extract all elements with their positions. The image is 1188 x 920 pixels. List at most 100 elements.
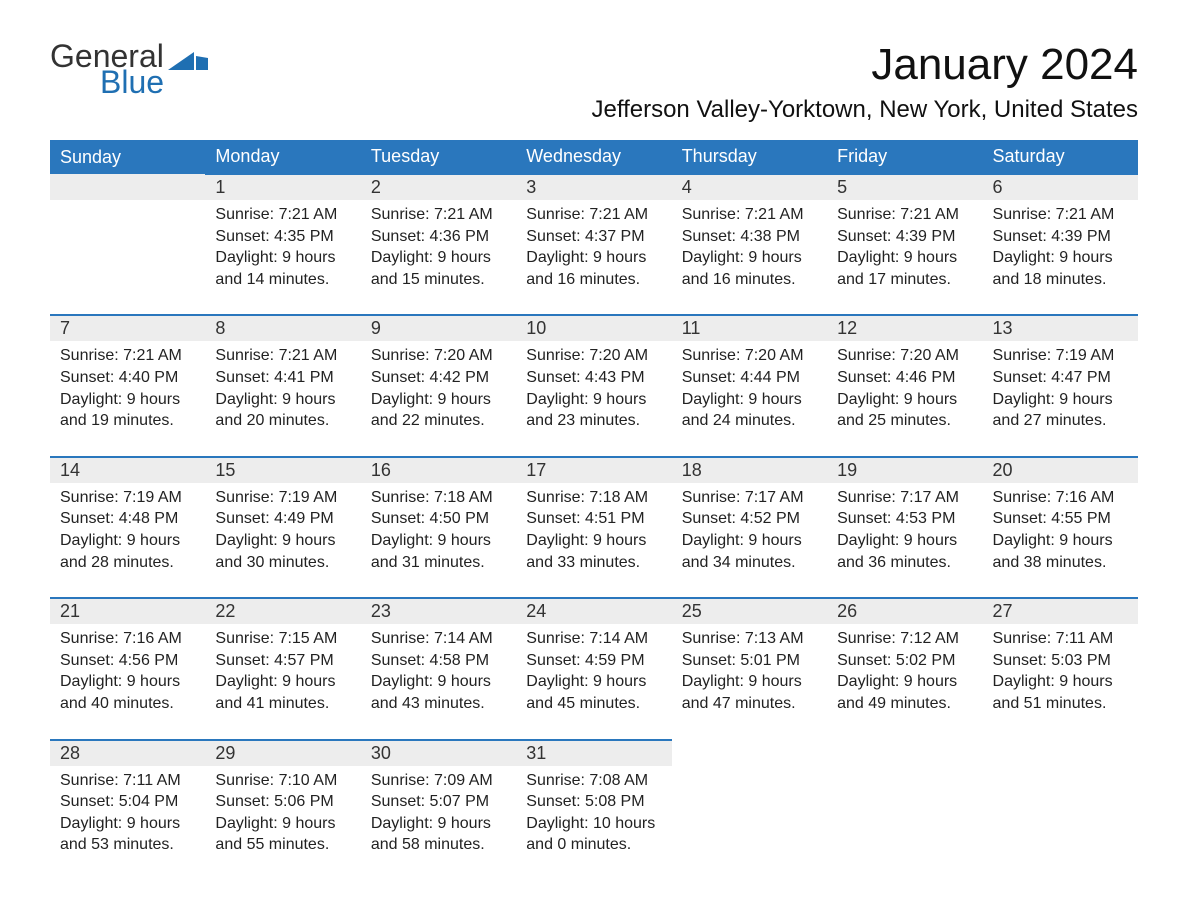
- sunset-text: Sunset: 5:06 PM: [215, 791, 350, 813]
- day-cell: 16Sunrise: 7:18 AMSunset: 4:50 PMDayligh…: [361, 457, 516, 598]
- sunset-text: Sunset: 4:35 PM: [215, 226, 350, 248]
- dl2-text: and 51 minutes.: [993, 693, 1128, 715]
- sunset-text: Sunset: 4:38 PM: [682, 226, 817, 248]
- sunset-text: Sunset: 5:01 PM: [682, 650, 817, 672]
- dl2-text: and 30 minutes.: [215, 552, 350, 574]
- day-cell: 7Sunrise: 7:21 AMSunset: 4:40 PMDaylight…: [50, 315, 205, 456]
- day-number: 27: [983, 599, 1138, 624]
- dl2-text: and 49 minutes.: [837, 693, 972, 715]
- dl1-text: Daylight: 9 hours: [837, 671, 972, 693]
- sunrise-text: Sunrise: 7:21 AM: [215, 204, 350, 226]
- sunset-text: Sunset: 4:37 PM: [526, 226, 661, 248]
- logo: General Blue: [50, 40, 208, 98]
- sunset-text: Sunset: 4:43 PM: [526, 367, 661, 389]
- dl1-text: Daylight: 9 hours: [60, 530, 195, 552]
- dl1-text: Daylight: 9 hours: [682, 389, 817, 411]
- sunrise-text: Sunrise: 7:20 AM: [526, 345, 661, 367]
- location-subtitle: Jefferson Valley-Yorktown, New York, Uni…: [591, 96, 1138, 124]
- day-number: 21: [50, 599, 205, 624]
- sunset-text: Sunset: 4:48 PM: [60, 508, 195, 530]
- sunrise-text: Sunrise: 7:20 AM: [837, 345, 972, 367]
- sunrise-text: Sunrise: 7:21 AM: [526, 204, 661, 226]
- sunset-text: Sunset: 4:36 PM: [371, 226, 506, 248]
- dl2-text: and 41 minutes.: [215, 693, 350, 715]
- dl1-text: Daylight: 9 hours: [371, 530, 506, 552]
- sunrise-text: Sunrise: 7:21 AM: [215, 345, 350, 367]
- day-number: 8: [205, 316, 360, 341]
- sunrise-text: Sunrise: 7:16 AM: [993, 487, 1128, 509]
- dl2-text: and 20 minutes.: [215, 410, 350, 432]
- dl1-text: Daylight: 9 hours: [215, 247, 350, 269]
- day-cell: 25Sunrise: 7:13 AMSunset: 5:01 PMDayligh…: [672, 598, 827, 739]
- dl1-text: Daylight: 9 hours: [837, 530, 972, 552]
- sunrise-text: Sunrise: 7:21 AM: [837, 204, 972, 226]
- col-wednesday: Wednesday: [516, 140, 671, 174]
- sunset-text: Sunset: 4:59 PM: [526, 650, 661, 672]
- day-number: 28: [50, 741, 205, 766]
- dl1-text: Daylight: 9 hours: [526, 247, 661, 269]
- day-number: 22: [205, 599, 360, 624]
- dl1-text: Daylight: 9 hours: [371, 247, 506, 269]
- header: General Blue January 2024 Jefferson Vall…: [50, 40, 1138, 134]
- day-cell: 26Sunrise: 7:12 AMSunset: 5:02 PMDayligh…: [827, 598, 982, 739]
- day-cell: 8 Sunrise: 7:21 AMSunset: 4:41 PMDaylight…: [205, 315, 360, 456]
- sunset-text: Sunset: 4:58 PM: [371, 650, 506, 672]
- dl2-text: and 16 minutes.: [526, 269, 661, 291]
- sunset-text: Sunset: 4:46 PM: [837, 367, 972, 389]
- dl1-text: Daylight: 9 hours: [682, 671, 817, 693]
- dl2-text: and 38 minutes.: [993, 552, 1128, 574]
- sunrise-text: Sunrise: 7:19 AM: [215, 487, 350, 509]
- dl2-text: and 28 minutes.: [60, 552, 195, 574]
- dl1-text: Daylight: 10 hours: [526, 813, 661, 835]
- day-number: 1: [205, 175, 360, 200]
- day-cell: 2Sunrise: 7:21 AMSunset: 4:36 PMDaylight…: [361, 174, 516, 315]
- sunset-text: Sunset: 4:42 PM: [371, 367, 506, 389]
- day-cell: 24Sunrise: 7:14 AMSunset: 4:59 PMDayligh…: [516, 598, 671, 739]
- dl2-text: and 27 minutes.: [993, 410, 1128, 432]
- dl1-text: Daylight: 9 hours: [526, 530, 661, 552]
- dl2-text: and 19 minutes.: [60, 410, 195, 432]
- sunset-text: Sunset: 4:55 PM: [993, 508, 1128, 530]
- dl1-text: Daylight: 9 hours: [215, 389, 350, 411]
- sunrise-text: Sunrise: 7:21 AM: [371, 204, 506, 226]
- dl2-text: and 47 minutes.: [682, 693, 817, 715]
- week-row: 21Sunrise: 7:16 AMSunset: 4:56 PMDayligh…: [50, 598, 1138, 739]
- day-cell: 13Sunrise: 7:19 AMSunset: 4:47 PMDayligh…: [983, 315, 1138, 456]
- day-cell: [983, 740, 1138, 880]
- dl1-text: Daylight: 9 hours: [682, 247, 817, 269]
- day-number: 13: [983, 316, 1138, 341]
- sunset-text: Sunset: 4:52 PM: [682, 508, 817, 530]
- sunrise-text: Sunrise: 7:11 AM: [993, 628, 1128, 650]
- sunrise-text: Sunrise: 7:12 AM: [837, 628, 972, 650]
- day-cell: 9Sunrise: 7:20 AMSunset: 4:42 PMDaylight…: [361, 315, 516, 456]
- sunset-text: Sunset: 4:39 PM: [837, 226, 972, 248]
- sunset-text: Sunset: 4:51 PM: [526, 508, 661, 530]
- sunrise-text: Sunrise: 7:08 AM: [526, 770, 661, 792]
- col-monday: Monday: [205, 140, 360, 174]
- week-row: 1Sunrise: 7:21 AMSunset: 4:35 PMDaylight…: [50, 174, 1138, 315]
- sunset-text: Sunset: 4:49 PM: [215, 508, 350, 530]
- dl1-text: Daylight: 9 hours: [215, 813, 350, 835]
- day-cell: [672, 740, 827, 880]
- day-number: 30: [361, 741, 516, 766]
- day-cell: [50, 174, 205, 315]
- day-cell: 15Sunrise: 7:19 AMSunset: 4:49 PMDayligh…: [205, 457, 360, 598]
- day-number: 12: [827, 316, 982, 341]
- day-cell: 19Sunrise: 7:17 AMSunset: 4:53 PMDayligh…: [827, 457, 982, 598]
- day-cell: 4Sunrise: 7:21 AMSunset: 4:38 PMDaylight…: [672, 174, 827, 315]
- sunrise-text: Sunrise: 7:17 AM: [837, 487, 972, 509]
- dl1-text: Daylight: 9 hours: [993, 530, 1128, 552]
- sunrise-text: Sunrise: 7:20 AM: [371, 345, 506, 367]
- day-cell: 1 Sunrise: 7:21 AMSunset: 4:35 PMDaylight…: [205, 174, 360, 315]
- day-cell: 31Sunrise: 7:08 AMSunset: 5:08 PMDayligh…: [516, 740, 671, 880]
- day-number: 25: [672, 599, 827, 624]
- dl2-text: and 0 minutes.: [526, 834, 661, 856]
- dl2-text: and 55 minutes.: [215, 834, 350, 856]
- sunrise-text: Sunrise: 7:21 AM: [682, 204, 817, 226]
- dl1-text: Daylight: 9 hours: [371, 813, 506, 835]
- dl1-text: Daylight: 9 hours: [526, 671, 661, 693]
- day-number: 18: [672, 458, 827, 483]
- sunset-text: Sunset: 4:41 PM: [215, 367, 350, 389]
- day-cell: 29Sunrise: 7:10 AMSunset: 5:06 PMDayligh…: [205, 740, 360, 880]
- sunrise-text: Sunrise: 7:18 AM: [371, 487, 506, 509]
